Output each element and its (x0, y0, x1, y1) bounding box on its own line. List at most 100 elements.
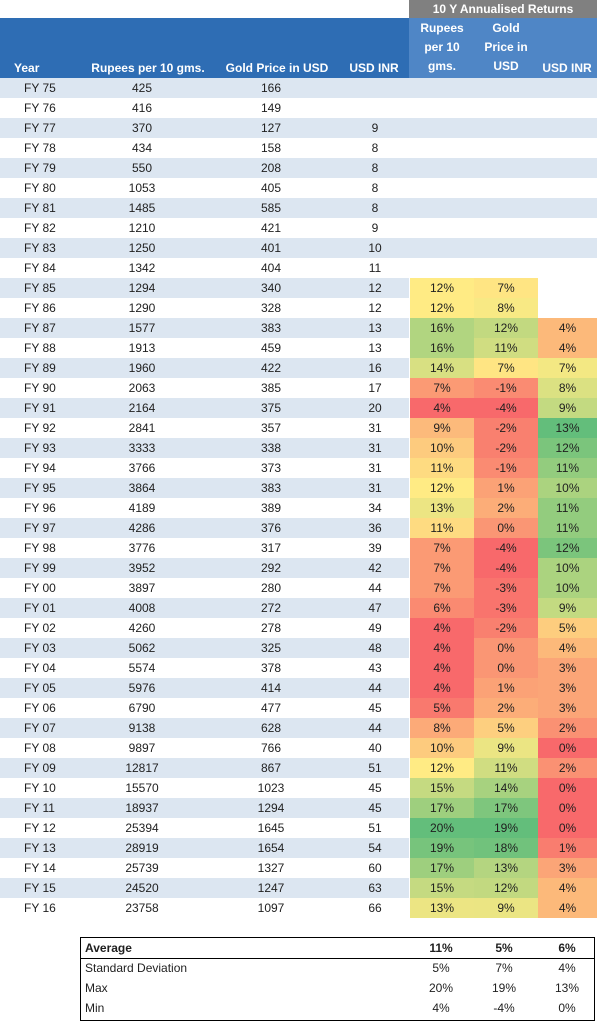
rupees-cell: 3333 (128, 441, 156, 455)
return-r2-cell: 7% (474, 358, 538, 378)
return-r3-cell: 11% (538, 458, 597, 478)
gold-usd-cell: 166 (260, 81, 282, 95)
return-r3-cell: 9% (538, 398, 597, 418)
year-cell: FY 89 (24, 361, 56, 375)
gold-usd-cell: 867 (260, 761, 282, 775)
usdinr-cell: 20 (368, 401, 382, 415)
return-r1-cell: 7% (410, 378, 474, 398)
return-r3-cell: 12% (538, 538, 597, 558)
row-stripe (0, 118, 409, 138)
year-cell: FY 12 (24, 821, 56, 835)
table-row: FY 95 3864 383 31 12% 1% 10% (0, 478, 597, 498)
return-r2-cell: 8% (474, 298, 538, 318)
year-cell: FY 03 (24, 641, 56, 655)
usdinr-cell: 47 (368, 601, 382, 615)
return-r3-cell: 12% (538, 438, 597, 458)
year-cell: FY 79 (24, 161, 56, 175)
usdinr-cell: 66 (368, 901, 382, 915)
return-r1-cell: 12% (410, 298, 474, 318)
gold-usd-cell: 1247 (257, 881, 285, 895)
return-r3-cell: 10% (538, 558, 597, 578)
rupees-cell: 1294 (128, 281, 156, 295)
gold-usd-cell: 328 (260, 301, 282, 315)
year-cell: FY 93 (24, 441, 56, 455)
return-r2-cell: -2% (474, 418, 538, 438)
return-r3-cell: 4% (538, 898, 597, 918)
row-stripe (0, 678, 409, 698)
year-cell: FY 85 (24, 281, 56, 295)
return-r3-cell: 0% (538, 798, 597, 818)
table-row: FY 98 3776 317 39 7% -4% 12% (0, 538, 597, 558)
gold-usd-cell: 272 (260, 601, 282, 615)
ret-gold-header: Gold Price in USD (484, 21, 528, 73)
return-r3-cell: 3% (538, 858, 597, 878)
year-cell: FY 06 (24, 701, 56, 715)
rupees-cell: 23758 (125, 901, 159, 915)
stats-r2-value: -4% (493, 1001, 515, 1015)
row-stripe-right (409, 98, 597, 118)
rupees-cell: 1577 (128, 321, 156, 335)
return-r3-cell: 3% (538, 658, 597, 678)
return-r1-cell: 4% (410, 398, 474, 418)
year-cell: FY 01 (24, 601, 56, 615)
year-cell: FY 08 (24, 741, 56, 755)
usdinr-cell: 12 (368, 301, 382, 315)
year-cell: FY 16 (24, 901, 56, 915)
gold-usd-cell: 405 (260, 181, 282, 195)
return-r1-cell: 12% (410, 758, 474, 778)
usdinr-cell: 43 (368, 661, 382, 675)
gold-usd-cell: 338 (260, 441, 282, 455)
year-cell: FY 11 (24, 801, 55, 815)
return-r1-cell: 7% (410, 558, 474, 578)
gold-usd-cell: 278 (260, 621, 282, 635)
year-cell: FY 80 (24, 181, 56, 195)
return-r3-cell: 0% (538, 778, 597, 798)
row-stripe (0, 398, 409, 418)
year-cell: FY 76 (24, 101, 56, 115)
stats-r1-value: 11% (429, 941, 453, 955)
return-r1-cell: 13% (410, 498, 474, 518)
row-stripe (0, 598, 409, 618)
gold-usd-cell: 459 (260, 341, 282, 355)
rupees-cell: 3952 (128, 561, 156, 575)
usdinr-cell: 44 (368, 721, 382, 735)
row-stripe-right (409, 258, 597, 278)
table-row: FY 99 3952 292 42 7% -4% 10% (0, 558, 597, 578)
rupees-cell: 1913 (128, 341, 156, 355)
stats-r1-value: 4% (432, 1001, 450, 1015)
gold-usd-cell: 422 (260, 361, 282, 375)
return-r2-cell: 11% (474, 338, 538, 358)
rupees-cell: 9138 (128, 721, 156, 735)
row-stripe (0, 198, 409, 218)
usdinr-cell: 48 (368, 641, 382, 655)
rupees-cell: 4189 (128, 501, 156, 515)
row-stripe (0, 238, 409, 258)
col-rupees-header: Rupees per 10 gms. (91, 61, 205, 75)
stats-table: Average 11% 5% 6% Standard Deviation 5% 7% 4% Ma… (80, 937, 595, 1021)
return-r1-cell: 17% (410, 858, 474, 878)
return-r1-cell: 10% (410, 438, 474, 458)
usdinr-cell: 11 (368, 261, 382, 275)
return-r2-cell: 1% (474, 478, 538, 498)
row-stripe (0, 638, 409, 658)
return-r2-cell: 7% (474, 278, 538, 298)
row-stripe (0, 358, 409, 378)
gold-usd-cell: 127 (260, 121, 282, 135)
table-row: FY 10 15570 1023 45 15% 14% 0% (0, 778, 597, 798)
year-cell: FY 09 (24, 761, 56, 775)
return-r1-cell: 14% (410, 358, 474, 378)
year-cell: FY 02 (24, 621, 56, 635)
rupees-cell: 370 (131, 121, 153, 135)
return-r1-cell: 12% (410, 278, 474, 298)
rupees-cell: 416 (131, 101, 153, 115)
table-row: FY 96 4189 389 34 13% 2% 11% (0, 498, 597, 518)
rupees-cell: 6790 (128, 701, 156, 715)
stats-row: Standard Deviation 5% 7% 4% (81, 958, 594, 978)
col-year-header: Year (14, 61, 40, 75)
table-row: FY 78 434 158 8 (0, 138, 597, 158)
usdinr-cell: 8 (371, 161, 379, 175)
usdinr-cell: 60 (368, 861, 382, 875)
table-row: FY 93 3333 338 31 10% -2% 12% (0, 438, 597, 458)
year-cell: FY 82 (24, 221, 56, 235)
header-returns (409, 18, 597, 78)
